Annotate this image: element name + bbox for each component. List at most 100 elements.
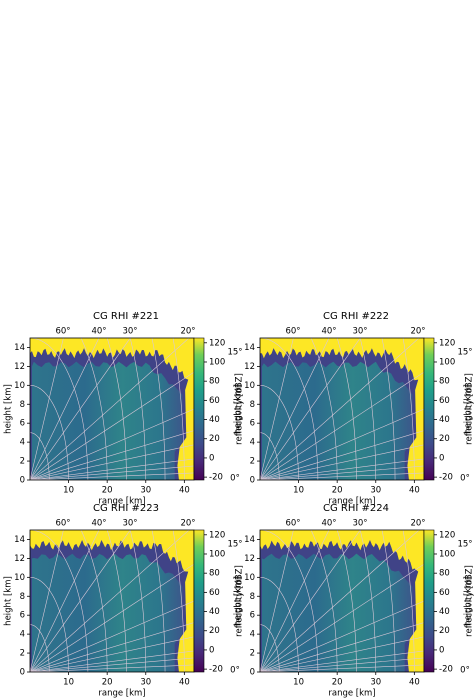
plot-area (260, 530, 424, 672)
elevation-label: 60° (285, 519, 300, 529)
elevation-label: 20° (180, 519, 195, 529)
elevation-label: 40° (321, 519, 336, 529)
x-tick-label: 30 (370, 486, 381, 496)
colorbar-tick-label: -20 (209, 473, 223, 483)
y-axis-label: height [km] (234, 384, 244, 434)
colorbar-tick-label: -20 (439, 473, 453, 483)
elevation-label: 30° (122, 327, 137, 337)
colorbar-tick-label: 60 (439, 396, 450, 406)
range-ring (30, 432, 50, 480)
y-tick-label: 6 (20, 419, 25, 429)
x-axis-label: range [km] (98, 497, 145, 507)
plot-area (260, 338, 424, 480)
x-tick-label: 20 (332, 678, 343, 688)
elevation-label: 15° (457, 348, 472, 358)
colorbar-tick-label: -20 (439, 665, 453, 675)
elevation-ray (30, 530, 131, 672)
elevation-ray (30, 338, 131, 480)
y-tick-label: 0 (250, 476, 255, 486)
range-ring (260, 624, 280, 672)
colorbar-tick-label: 20 (209, 434, 220, 444)
range-ring (30, 338, 89, 480)
elevation-ray (260, 530, 361, 672)
y-tick-label: 8 (250, 400, 255, 410)
echo-core (31, 553, 183, 672)
colorbar-tick-label: 40 (209, 415, 220, 425)
chart-title: CG RHI #223 (93, 503, 159, 514)
range-ring (260, 530, 319, 672)
chart-title: CG RHI #224 (323, 503, 389, 514)
elevation-label: 0° (460, 666, 470, 676)
range-ring (129, 530, 147, 672)
x-tick-label: 40 (409, 486, 420, 496)
x-tick-label: 40 (179, 678, 190, 688)
colorbar-tick-label: 80 (209, 569, 220, 579)
colorbar-tick-label: 20 (439, 626, 450, 636)
elevation-label: 0° (460, 474, 470, 484)
colorbar-tick-label: 40 (439, 415, 450, 425)
range-ring (359, 530, 377, 672)
plot-area (30, 530, 194, 672)
elevation-label: 40° (91, 519, 106, 529)
elevation-label: 40° (321, 327, 336, 337)
y-tick-label: 12 (244, 554, 255, 564)
y-tick-label: 14 (14, 343, 25, 353)
colorbar-tick-label: 0 (439, 645, 444, 655)
right-y-axis-label: height [km] (234, 576, 244, 626)
range-ring (260, 385, 299, 480)
colorbar-tick-label: 0 (439, 453, 444, 463)
range-ring (381, 338, 396, 480)
y-axis-label: height [km] (4, 576, 14, 626)
chart-title: CG RHI #222 (323, 311, 389, 322)
colorbar-tick-label: 40 (439, 607, 450, 617)
elevation-label: 60° (55, 327, 70, 337)
right-y-axis-label: height [km] (234, 384, 244, 434)
colorbar-tick-label: 120 (209, 338, 225, 348)
x-tick-label: 20 (102, 678, 113, 688)
y-tick-label: 6 (20, 611, 25, 621)
colorbar (193, 529, 205, 673)
x-tick-label: 40 (409, 678, 420, 688)
y-tick-label: 2 (250, 457, 255, 467)
range-ring (30, 577, 69, 672)
range-ring (310, 530, 338, 672)
y-tick-label: 4 (20, 630, 25, 640)
y-axis-label: height [km] (234, 576, 244, 626)
range-ring (151, 338, 166, 480)
elevation-label: 15° (457, 540, 472, 550)
x-tick-label: 20 (332, 486, 343, 496)
y-tick-label: 2 (20, 649, 25, 659)
elevation-label: 40° (91, 327, 106, 337)
x-tick-label: 30 (370, 678, 381, 688)
y-tick-label: 6 (250, 611, 255, 621)
colorbar-tick-label: 0 (209, 645, 214, 655)
y-tick-label: 0 (250, 668, 255, 678)
colorbar-label: reflectivity [dBZ] (465, 373, 474, 445)
y-tick-label: 10 (244, 381, 255, 391)
elevation-label: 60° (55, 519, 70, 529)
x-tick-label: 10 (63, 678, 74, 688)
range-ring (129, 338, 147, 480)
elevation-label: 15° (227, 348, 242, 358)
range-ring (106, 530, 127, 672)
range-ring (30, 385, 69, 480)
elevation-ray (30, 530, 64, 672)
range-ring (80, 338, 108, 480)
y-tick-label: 6 (250, 419, 255, 429)
range-ring (336, 530, 357, 672)
y-tick-label: 4 (20, 438, 25, 448)
echo-core (261, 553, 413, 672)
colorbar-label: reflectivity [dBZ] (235, 565, 245, 637)
y-tick-label: 4 (250, 438, 255, 448)
y-tick-label: 10 (244, 573, 255, 583)
echo-core (31, 361, 183, 480)
colorbar-tick-label: 80 (439, 569, 450, 579)
colorbar-tick-label: 60 (209, 588, 220, 598)
elevation-ray (260, 530, 330, 672)
x-axis-label: range [km] (328, 689, 375, 699)
range-ring (172, 338, 185, 480)
y-tick-label: 14 (244, 343, 255, 353)
y-tick-label: 2 (20, 457, 25, 467)
y-tick-label: 10 (14, 573, 25, 583)
elevation-label: 30° (352, 519, 367, 529)
